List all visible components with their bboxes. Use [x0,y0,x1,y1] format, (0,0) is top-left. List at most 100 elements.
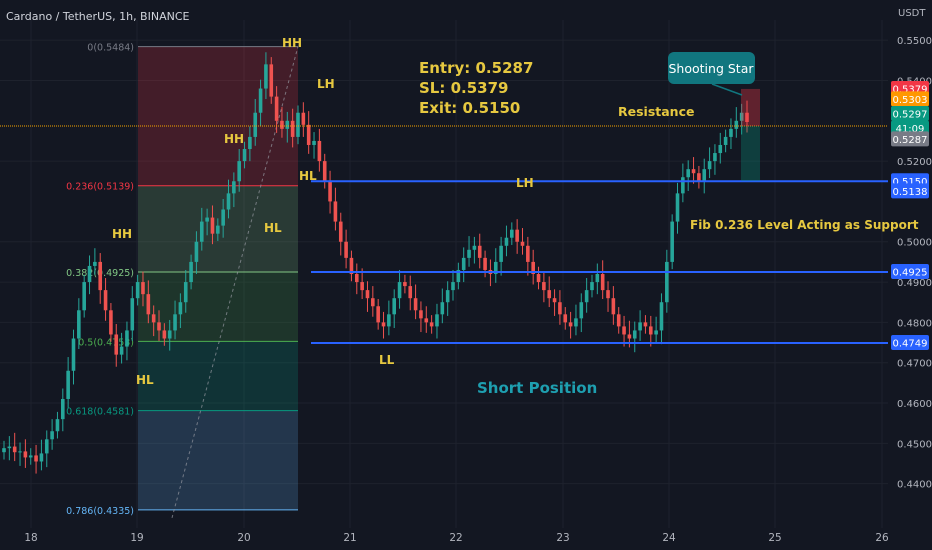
candle-body [606,290,610,299]
candle-body [34,455,38,462]
candle-body [472,245,477,250]
shooting-star-callout [668,52,755,84]
candle-body [226,193,231,210]
candle-body [702,169,707,182]
candle-body [349,257,354,274]
price-tick: 0.4700 [897,359,932,370]
resistance-label: Resistance [618,104,694,119]
candle-body [648,326,653,335]
candle-body [301,112,306,125]
candle-body [659,302,664,331]
stop-loss-label: SL: 0.5379 [419,79,508,97]
fib-level-label: 0(0.5484) [87,43,134,54]
price-badge [891,183,929,199]
candle-body [451,282,455,291]
candle-body [146,294,151,315]
price-badge-label: 0.4925 [893,267,928,278]
candle-body [670,221,674,262]
price-badge-label: 0.5138 [893,187,928,198]
fib-level-label: 0.618(0.4581) [66,407,134,418]
candle-body [269,64,274,97]
price-badge-label: 0.5297 [893,109,928,120]
candle-body [77,310,81,339]
candle-body [381,322,386,327]
candle-body [627,334,632,339]
price-tick: 0.5500 [897,36,932,47]
fib-level-label: 0.236(0.5139) [66,182,134,193]
candle-body [167,330,172,339]
axes-layer: Cardano / TetherUS, 1h, BINANCE USDT 0.550… [6,8,932,544]
candle-body [697,173,701,182]
candle-body [258,88,263,113]
candle-body [590,282,594,291]
candle-body [403,282,407,287]
price-tick: 0.4500 [897,439,932,450]
candle-body [542,282,546,291]
candle-body [611,298,616,315]
candle-body [691,169,696,174]
candle-body [328,181,332,202]
candle-body [119,346,124,355]
candle-body [713,153,717,162]
candles-layer [2,52,749,474]
candle-body [734,120,739,129]
callout-pointer [711,83,743,96]
candle-body [39,453,44,462]
candle-body [264,64,268,89]
fib-support-label: Fib 0.236 Level Acting as Support [690,218,919,232]
price-badge-label: 0.5303 [893,95,928,106]
support-levels[interactable] [0,125,888,344]
price-tick: 0.4600 [897,399,932,410]
candle-body [536,274,541,283]
candle-body [568,322,573,327]
candle-body [285,120,290,129]
candle-body [665,261,669,303]
symbol-title: Cardano / TetherUS, 1h, BINANCE [6,10,190,23]
candle-body [526,245,530,262]
candle-body [552,298,557,303]
candle-body [183,282,188,303]
candle-body [173,314,177,331]
structure-label: HL [264,221,282,235]
candle-body [322,161,327,182]
candle-body [467,249,471,258]
candle-body [82,282,86,311]
candle-body [376,306,380,323]
candle-body [12,446,17,453]
candle-body [461,257,466,270]
candle-body [60,398,65,420]
candle-body [520,241,525,246]
candle-body [103,290,108,311]
candle-body [429,322,434,327]
price-badge-label: 0.5379 [893,84,928,95]
time-tick: 20 [237,532,250,544]
time-tick: 21 [343,532,356,544]
candle-body [141,282,145,295]
candle-body [729,128,733,137]
candle-body [221,209,225,226]
candle-body [248,136,252,150]
price-badge-label: 41:09 [896,124,925,135]
candle-body [392,298,397,315]
candle-body [199,221,204,242]
candle-body [44,439,49,454]
price-tick: 0.4800 [897,318,932,329]
candle-body [232,181,236,194]
candle-body [360,282,364,291]
candle-body [493,261,498,274]
candle-body [387,314,391,327]
time-tick: 18 [24,532,37,544]
candle-body [600,274,605,291]
shooting-star-label: Shooting Star [669,61,755,76]
axis-currency: USDT [898,8,926,19]
candle-body [707,161,712,170]
candle-body [477,245,482,258]
candle-body [135,282,140,299]
price-badge-label: 0.5150 [893,177,928,188]
candle-body [510,229,514,238]
take-profit-zone [741,126,760,182]
candle-body [574,318,578,327]
price-tick: 0.4900 [897,278,932,289]
